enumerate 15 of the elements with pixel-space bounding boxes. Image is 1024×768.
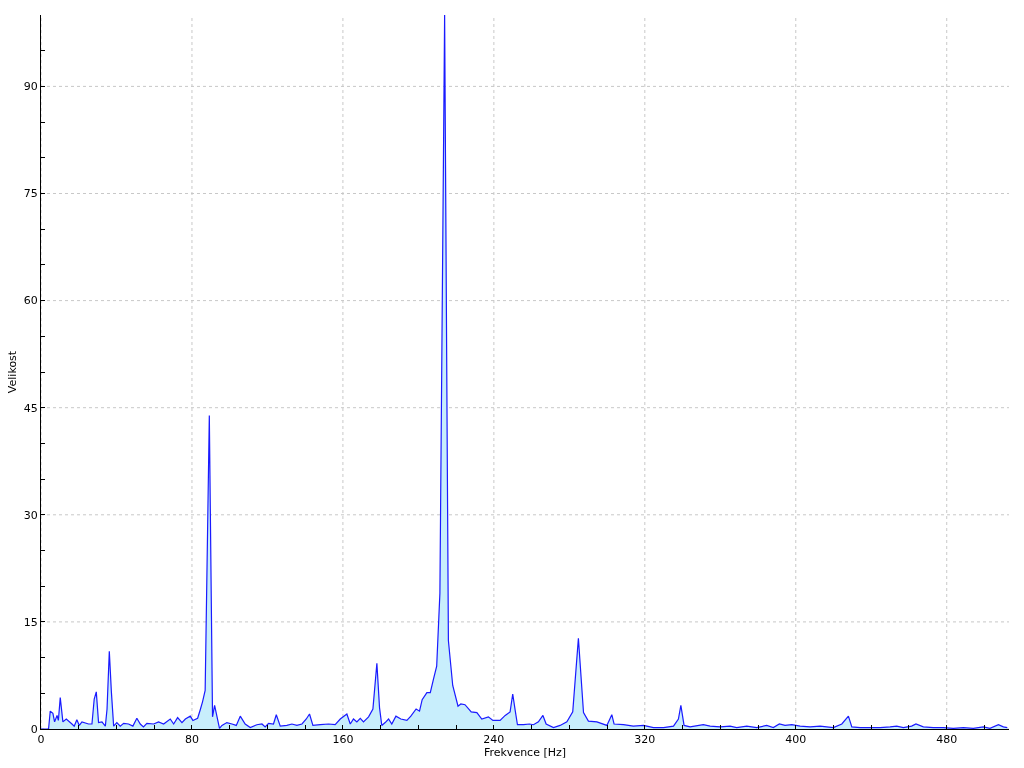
y-tick-label: 15	[23, 615, 38, 629]
x-tick-label: 160	[332, 733, 354, 747]
y-tick-label: 60	[23, 294, 38, 308]
y-tick-label: 75	[23, 187, 38, 201]
x-tick-label: 480	[936, 733, 958, 747]
x-tick-label: 400	[785, 733, 807, 747]
x-tick-label: 320	[634, 733, 656, 747]
y-tick-label: 30	[23, 508, 38, 522]
x-tick-label: 80	[184, 733, 199, 747]
y-tick-label: 90	[23, 80, 38, 94]
y-tick-label: 0	[30, 722, 38, 736]
y-axis-title: Velikost	[6, 350, 20, 394]
x-axis-title: Frekvence [Hz]	[483, 746, 567, 760]
x-tick-label: 240	[483, 733, 505, 747]
y-tick-label: 45	[23, 401, 38, 415]
